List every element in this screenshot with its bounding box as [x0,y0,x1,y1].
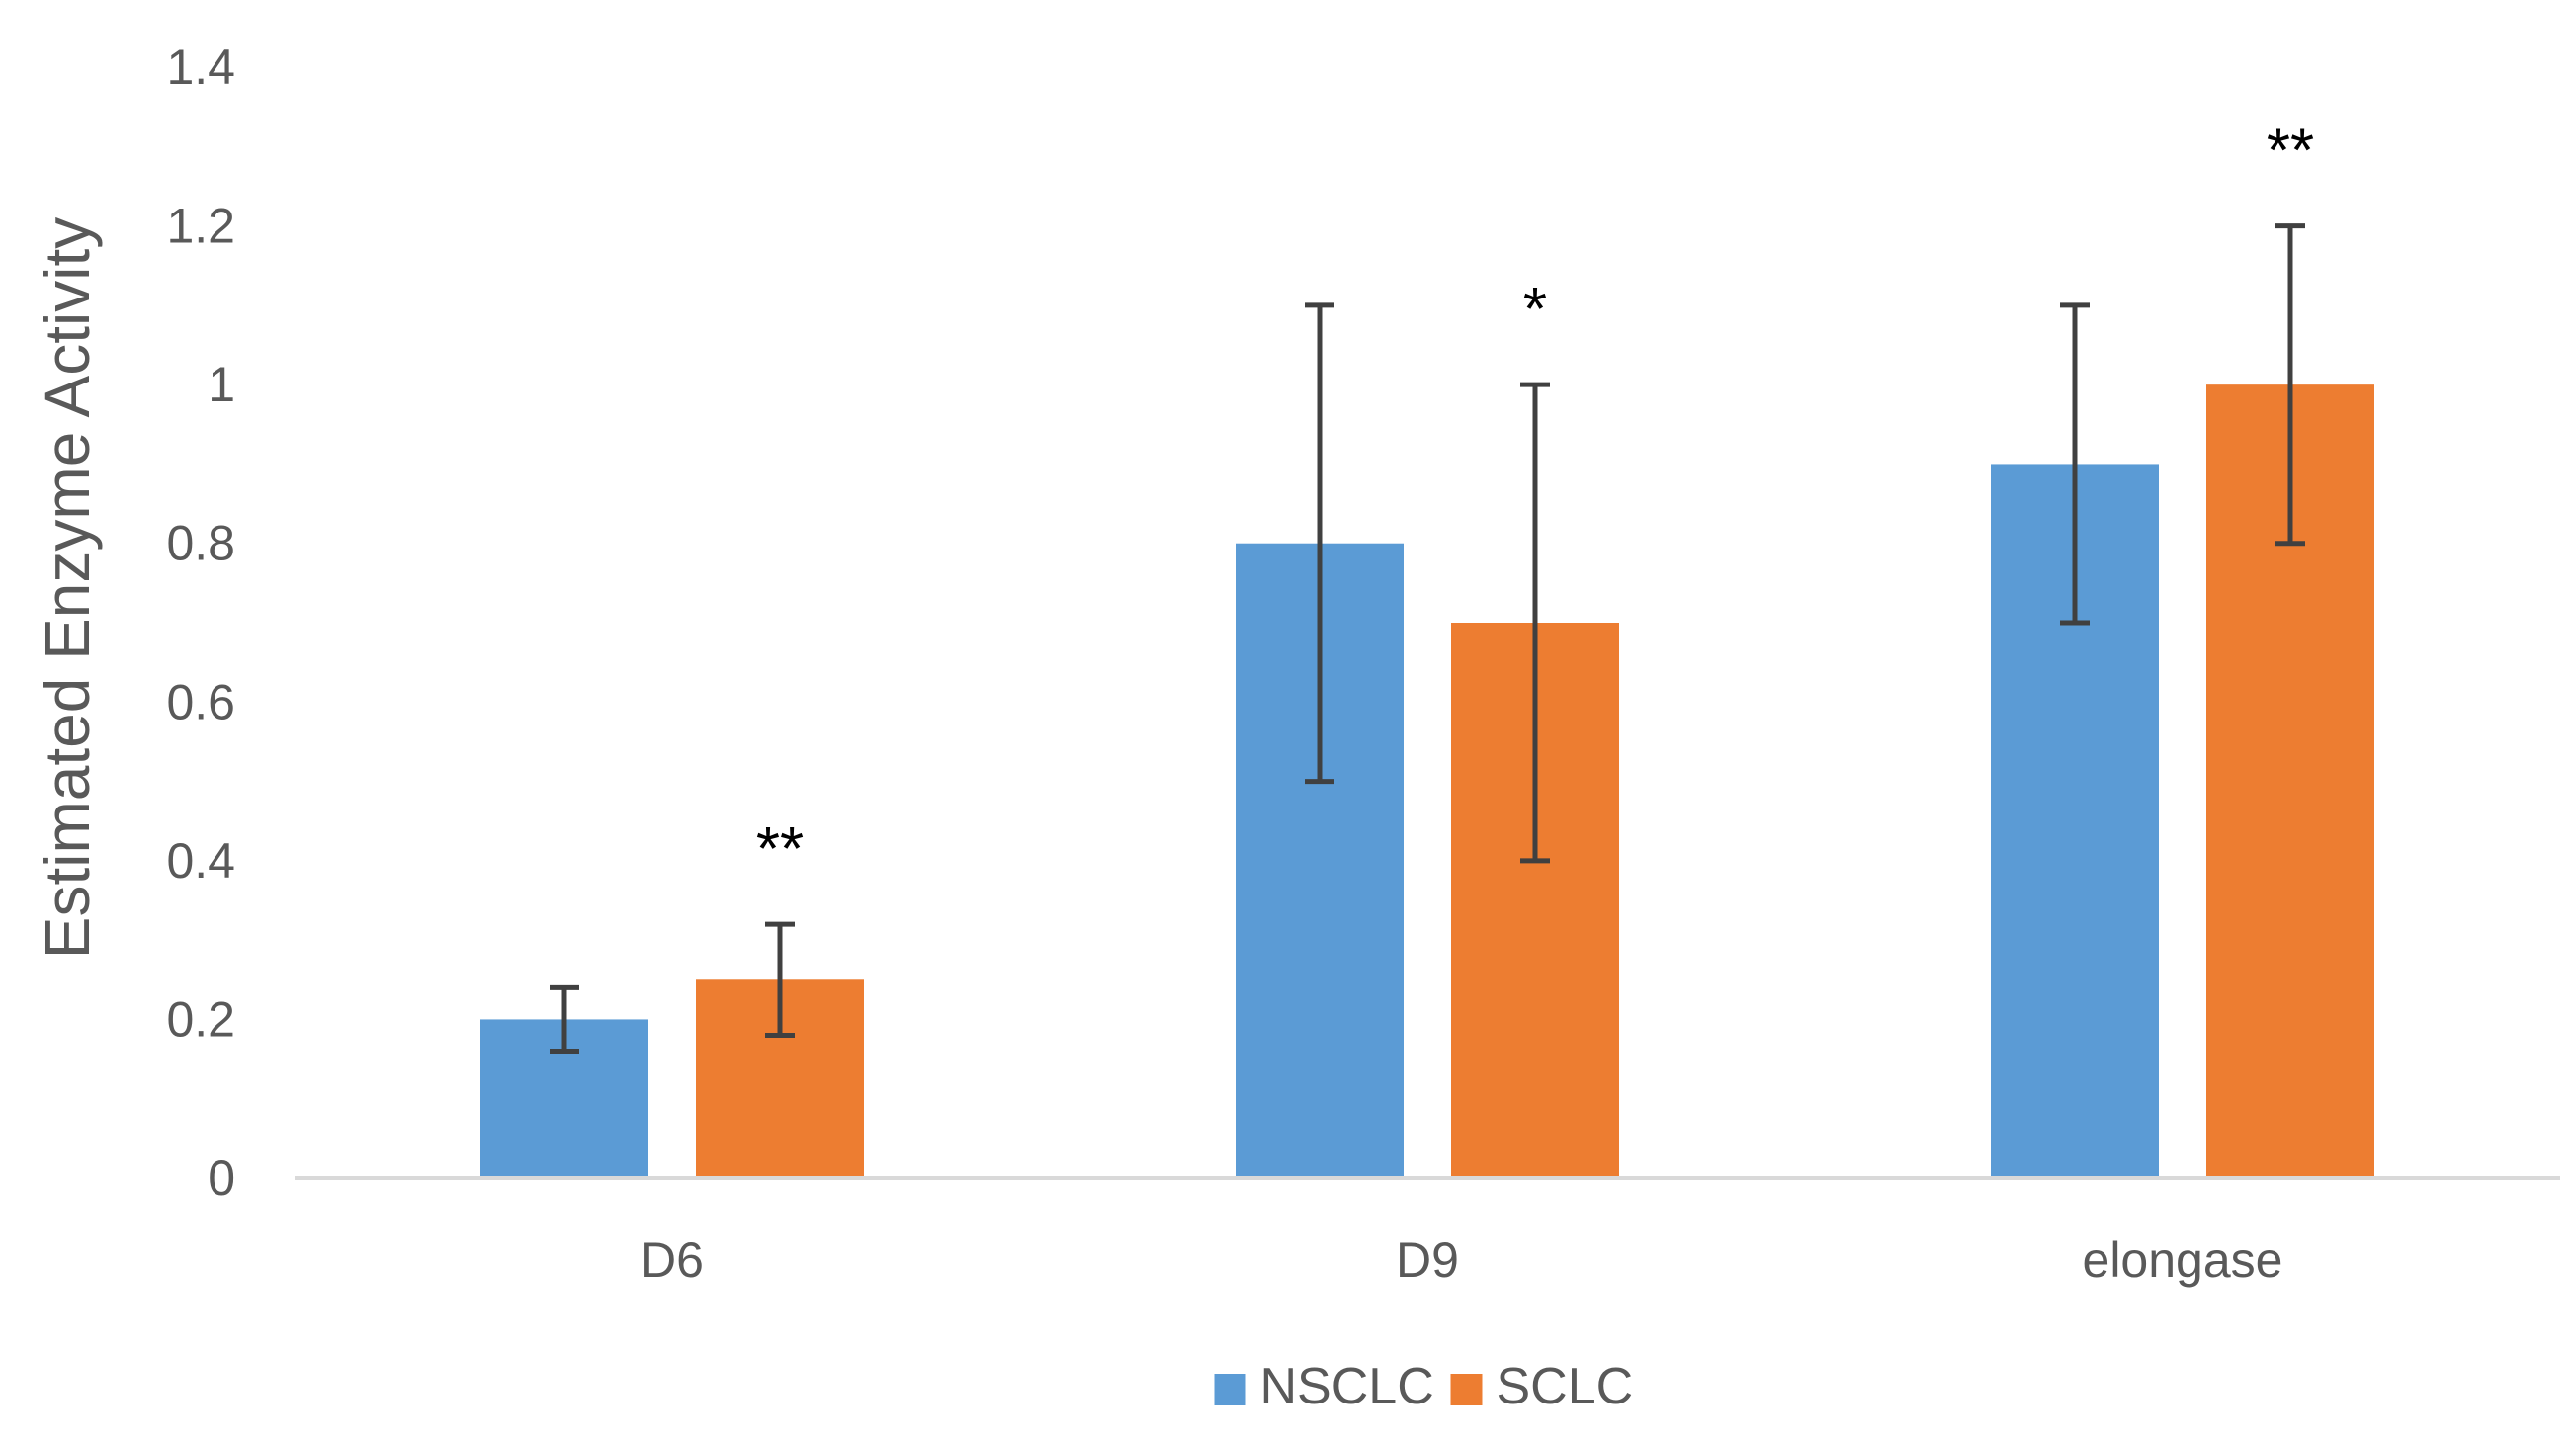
y-tick-label: 0.4 [166,833,235,889]
error-bar-nsclc-elongase [2060,302,2090,626]
y-tick-label: 0.8 [166,516,235,571]
significance-mark: ** [756,815,804,884]
error-bar-sclc-d6 [765,921,795,1038]
y-tick-label: 0 [208,1150,235,1206]
x-axis-labels: D6 D9 elongase [641,1232,2282,1288]
error-bar-nsclc-d9 [1305,302,1334,785]
y-tick-label: 1.4 [166,40,235,95]
significance-mark: * [1523,276,1547,344]
y-tick-label: 0.2 [166,991,235,1047]
legend-swatch [1450,1374,1483,1405]
legend: NSCLC SCLC [1214,1358,1634,1415]
legend-swatch [1214,1374,1246,1405]
y-axis-ticks: 0 0.2 0.4 0.6 0.8 1 1.2 1.4 [166,40,235,1206]
legend-label: NSCLC [1260,1358,1434,1415]
x-tick-label: D9 [1396,1232,1459,1288]
significance-annotations: ***** [756,118,2314,885]
x-tick-label: D6 [641,1232,704,1288]
error-bar-sclc-elongase [2275,223,2305,547]
y-axis-title: Estimated Enzyme Activity [32,217,103,959]
y-tick-label: 1.2 [166,199,235,254]
significance-mark: ** [2267,118,2314,186]
x-tick-label: elongase [2083,1232,2283,1288]
bars [480,384,2374,1179]
y-tick-label: 0.6 [166,674,235,729]
error-bar-nsclc-d6 [550,984,579,1055]
error-bar-sclc-d9 [1520,382,1550,864]
legend-item-sclc: SCLC [1450,1358,1634,1415]
legend-item-nsclc: NSCLC [1214,1358,1434,1415]
y-tick-label: 1 [208,357,235,412]
error-bars [550,223,2305,1055]
y-axis-title-group: Estimated Enzyme Activity [32,217,103,959]
legend-label: SCLC [1497,1358,1634,1415]
